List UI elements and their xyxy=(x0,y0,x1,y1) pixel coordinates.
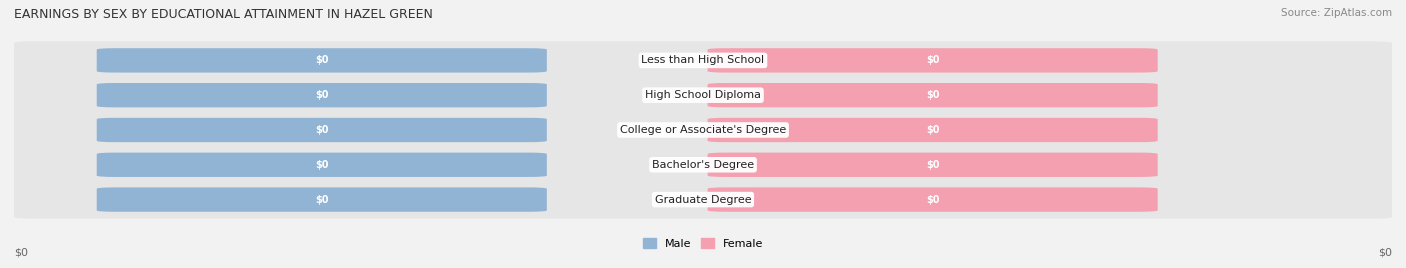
Text: $0: $0 xyxy=(927,90,939,100)
FancyBboxPatch shape xyxy=(97,48,547,73)
Text: $0: $0 xyxy=(927,55,939,65)
Text: College or Associate's Degree: College or Associate's Degree xyxy=(620,125,786,135)
FancyBboxPatch shape xyxy=(14,41,1392,80)
Text: Bachelor's Degree: Bachelor's Degree xyxy=(652,160,754,170)
FancyBboxPatch shape xyxy=(97,152,547,177)
FancyBboxPatch shape xyxy=(14,111,1392,149)
FancyBboxPatch shape xyxy=(97,187,547,212)
FancyBboxPatch shape xyxy=(707,83,1157,107)
Text: $0: $0 xyxy=(14,247,28,257)
Text: $0: $0 xyxy=(315,125,329,135)
FancyBboxPatch shape xyxy=(97,83,547,107)
FancyBboxPatch shape xyxy=(14,180,1392,219)
Text: Source: ZipAtlas.com: Source: ZipAtlas.com xyxy=(1281,8,1392,18)
Text: $0: $0 xyxy=(315,90,329,100)
FancyBboxPatch shape xyxy=(14,76,1392,114)
Text: $0: $0 xyxy=(315,195,329,204)
FancyBboxPatch shape xyxy=(707,118,1157,142)
FancyBboxPatch shape xyxy=(707,48,1157,73)
Text: Graduate Degree: Graduate Degree xyxy=(655,195,751,204)
Text: $0: $0 xyxy=(927,195,939,204)
Text: $0: $0 xyxy=(315,160,329,170)
Text: $0: $0 xyxy=(927,125,939,135)
Text: $0: $0 xyxy=(315,55,329,65)
Text: $0: $0 xyxy=(927,160,939,170)
FancyBboxPatch shape xyxy=(707,187,1157,212)
Text: $0: $0 xyxy=(1378,247,1392,257)
FancyBboxPatch shape xyxy=(14,146,1392,184)
FancyBboxPatch shape xyxy=(97,118,547,142)
Legend: Male, Female: Male, Female xyxy=(638,234,768,254)
Text: Less than High School: Less than High School xyxy=(641,55,765,65)
Text: EARNINGS BY SEX BY EDUCATIONAL ATTAINMENT IN HAZEL GREEN: EARNINGS BY SEX BY EDUCATIONAL ATTAINMEN… xyxy=(14,8,433,21)
FancyBboxPatch shape xyxy=(707,152,1157,177)
Text: High School Diploma: High School Diploma xyxy=(645,90,761,100)
